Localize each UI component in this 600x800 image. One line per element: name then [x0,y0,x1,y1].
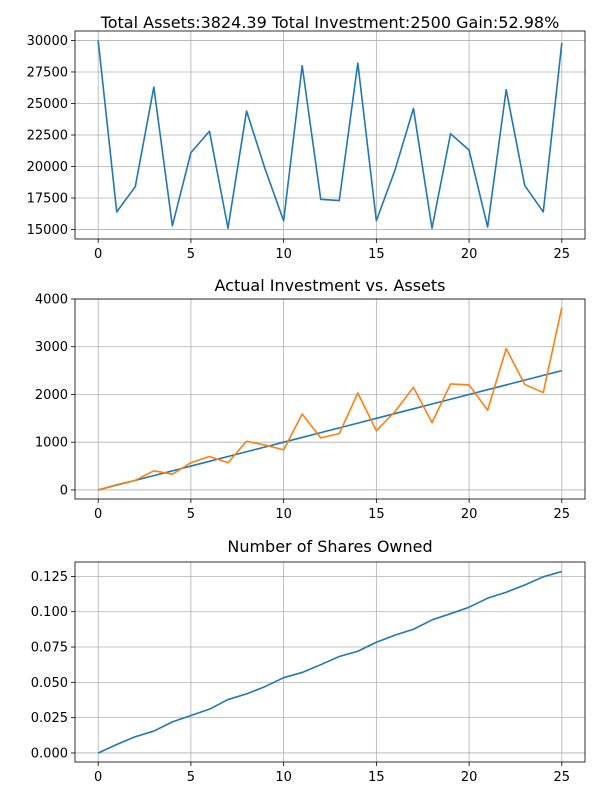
x-tick-label: 15 [368,770,385,785]
x-tick-label: 5 [187,770,195,785]
x-tick-label: 15 [368,507,385,522]
series-line-1 [97,369,563,491]
y-tick-label: 1000 [35,436,68,451]
y-tick-label: 0.000 [31,746,68,761]
x-tick-label: 25 [554,770,571,785]
grid [75,298,585,499]
y-tick-label: 0.050 [31,676,68,691]
x-tick-label: 5 [187,247,195,262]
subplot-1: Total Assets:3824.39 Total Investment:25… [27,13,586,262]
y-tick-label: 0.025 [31,711,68,726]
subplot-2: Actual Investment vs. Assets 0 5 10 15 20 25 0 1… [35,276,586,522]
y-tick-label: 22500 [27,129,68,144]
grid [75,562,585,762]
x-tick-label: 20 [461,507,478,522]
axes-frame [74,561,586,763]
x-tick-label: 25 [554,247,571,262]
x-tick-label: 10 [275,770,292,785]
y-tick-label: 30000 [27,34,68,49]
y-tick-label: 20000 [27,160,68,175]
x-tick-label: 5 [187,507,195,522]
series-line-1 [97,570,563,754]
y-tick-label: 0.075 [31,641,68,656]
grid [75,31,585,239]
chart-title: Actual Investment vs. Assets [215,276,446,295]
y-tick-label: 2000 [35,388,68,403]
y-tick-label: 17500 [27,192,68,207]
series-line-2 [97,307,563,491]
y-tick-label: 0.125 [31,570,68,585]
axes-frame [74,298,586,500]
x-tick-label: 0 [94,507,102,522]
chart-title: Number of Shares Owned [227,537,432,556]
subplot-3: Number of Shares Owned 0 5 10 15 20 25 0.000 0.0… [31,537,586,785]
y-tick-label: 15000 [27,223,68,238]
y-tick-label: 3000 [35,340,68,355]
y-tick-label: 0.100 [31,605,68,620]
x-tick-label: 15 [368,247,385,262]
x-tick-label: 20 [461,770,478,785]
y-tick-label: 0 [60,483,68,498]
x-tick-label: 0 [94,247,102,262]
x-tick-label: 10 [275,247,292,262]
x-tick-label: 20 [461,247,478,262]
series-line-1 [97,40,563,230]
y-tick-label: 27500 [27,65,68,80]
x-tick-label: 10 [275,507,292,522]
chart-title: Total Assets:3824.39 Total Investment:25… [100,13,560,32]
y-tick-label: 25000 [27,97,68,112]
x-tick-label: 25 [554,507,571,522]
x-tick-label: 0 [94,770,102,785]
y-tick-label: 4000 [35,293,68,308]
